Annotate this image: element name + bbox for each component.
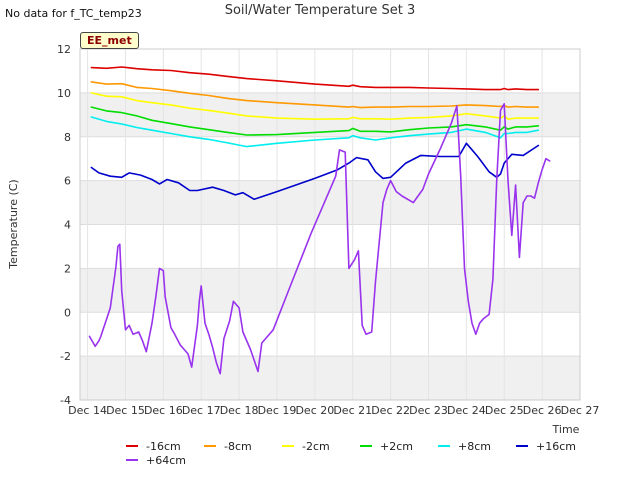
series-line-2cm [90, 106, 540, 136]
legend-label: -2cm [302, 440, 330, 453]
x-tick-label: Dec 24 [447, 404, 486, 417]
legend-label: +64cm [146, 454, 186, 467]
series-line-2cm [90, 92, 540, 120]
no-data-note: No data for f_TC_temp23 [5, 7, 142, 20]
y-tick-label: -4 [60, 394, 71, 407]
x-tick-label: Dec 15 [106, 404, 145, 417]
x-tick-label: Dec 27 [561, 404, 600, 417]
legend-label: +2cm [380, 440, 413, 453]
y-tick-label: 0 [64, 306, 71, 319]
station-badge: EE_met [80, 32, 139, 49]
x-tick-label: Dec 23 [409, 404, 448, 417]
series-line-16cm [90, 142, 540, 201]
x-tick-label: Dec 16 [144, 404, 183, 417]
x-axis-label: Time [552, 423, 580, 436]
series-lines [88, 66, 551, 375]
series-line-16cm [90, 66, 540, 91]
legend-label: +8cm [458, 440, 491, 453]
x-tick-label: Dec 21 [333, 404, 372, 417]
y-tick-label: 8 [64, 131, 71, 144]
y-tick-label: 6 [64, 175, 71, 188]
x-tick-label: Dec 14 [68, 404, 107, 417]
chart-title: Soil/Water Temperature Set 3 [224, 3, 416, 18]
x-tick-label: Dec 17 [182, 404, 221, 417]
legend-label: -16cm [146, 440, 181, 453]
x-tick-label: Dec 22 [371, 404, 410, 417]
y-tick-label: 4 [64, 219, 71, 232]
plot-frame [79, 48, 581, 401]
y-tick-label: 2 [64, 262, 71, 275]
x-tick-label: Dec 25 [485, 404, 524, 417]
y-tick-label: -2 [60, 350, 71, 363]
legend-label: +16cm [536, 440, 576, 453]
x-tick-label: Dec 19 [258, 404, 297, 417]
series-line-64cm [88, 103, 551, 375]
legend-label: -8cm [224, 440, 252, 453]
y-tick-label: 12 [57, 43, 71, 56]
series-line-8cm [90, 116, 540, 148]
legend: -16cm -8cm -2cm +2cm +8cm +16cm +64cm [126, 440, 576, 467]
y-axis-label: Temperature (C) [7, 179, 20, 269]
x-tick-label: Dec 18 [220, 404, 259, 417]
y-tick-label: 10 [57, 87, 71, 100]
background-band [80, 180, 580, 225]
background-band [80, 356, 580, 400]
x-tick-label: Dec 26 [523, 404, 562, 417]
x-tick-label: Dec 20 [295, 404, 334, 417]
